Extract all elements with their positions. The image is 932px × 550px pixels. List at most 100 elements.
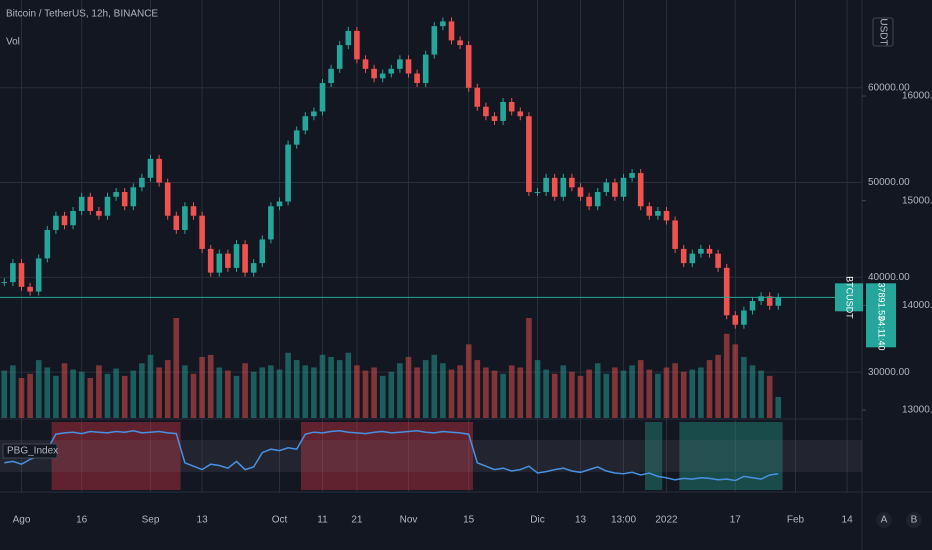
volume-bar	[293, 360, 300, 418]
candle	[526, 116, 532, 193]
candle	[646, 206, 653, 216]
candle	[130, 187, 137, 207]
candle	[216, 253, 223, 273]
candle	[534, 192, 541, 194]
candle	[749, 301, 756, 311]
candle	[268, 206, 274, 240]
corner-button-bg	[876, 512, 892, 528]
candle	[96, 210, 102, 216]
candle	[440, 21, 446, 27]
volume-bar	[457, 365, 463, 418]
x-tick-label: 17	[730, 515, 742, 526]
candle	[336, 45, 343, 69]
volume-bar	[190, 373, 197, 418]
volume-bar	[207, 354, 214, 418]
volume-label: Vol	[6, 37, 20, 48]
y2-tick-label: 13000.00	[902, 405, 932, 416]
chart-title: Bitcoin / TetherUS, 12h, BINANCE	[6, 9, 158, 20]
volume-bar	[414, 367, 420, 418]
volume-bar	[78, 371, 85, 418]
volume-bar	[18, 378, 25, 418]
indicator-label[interactable]: PBG_Index	[7, 446, 58, 457]
candle	[560, 177, 567, 197]
volume-bar	[199, 356, 205, 418]
volume-bar	[70, 369, 76, 418]
volume-bar	[276, 369, 283, 418]
currency-button[interactable]: USDT	[877, 18, 888, 45]
x-tick-label: Feb	[787, 515, 805, 526]
candle	[612, 182, 618, 197]
volume-bar	[96, 365, 102, 418]
volume-bar	[216, 367, 223, 418]
volume-bar	[749, 365, 756, 418]
candle	[491, 116, 498, 121]
volume-bar	[362, 370, 369, 418]
x-tick-label: Ago	[13, 515, 31, 526]
volume-bar	[508, 365, 515, 418]
candle	[121, 192, 128, 207]
x-tick-label: 2022	[655, 515, 678, 526]
candle	[199, 215, 205, 249]
candle	[732, 315, 739, 325]
candle	[182, 206, 188, 230]
corner-button-bg	[906, 512, 922, 528]
y-tick-label: 30000.00	[868, 367, 910, 378]
volume-bar	[672, 363, 678, 418]
price-tag	[866, 283, 896, 348]
currency-button-box	[872, 17, 894, 47]
candle	[517, 111, 524, 117]
volume-bar	[61, 363, 68, 418]
candle	[35, 258, 42, 292]
candle	[603, 182, 610, 193]
volume-bar	[113, 368, 119, 418]
volume-bar	[543, 369, 549, 418]
volume-bar	[388, 371, 395, 418]
candle	[689, 253, 696, 264]
corner-button[interactable]: B	[911, 515, 918, 526]
candle	[61, 215, 68, 226]
candle	[362, 59, 369, 69]
candle	[741, 310, 747, 325]
volume-bar	[35, 360, 42, 418]
candle	[78, 196, 85, 211]
corner-button[interactable]: A	[881, 515, 888, 526]
price-tag-label: 37891.53	[877, 283, 887, 321]
volume-bar	[586, 369, 592, 418]
volume-bar	[302, 365, 309, 418]
candle	[302, 116, 309, 131]
volume-bar	[130, 370, 137, 418]
indicator-zone	[301, 422, 387, 490]
volume-bar	[182, 365, 188, 418]
candle	[156, 158, 162, 183]
candle	[715, 253, 721, 268]
volume-bar	[491, 370, 498, 418]
candle	[483, 106, 489, 117]
indicator-line	[4, 430, 779, 482]
volume-bar	[569, 371, 575, 418]
candle	[354, 30, 360, 60]
x-tick-label: Dic	[530, 515, 544, 526]
candle	[345, 30, 352, 46]
candle	[594, 192, 601, 207]
candle	[70, 210, 76, 226]
volume-bar	[259, 367, 266, 418]
volume-bar	[680, 371, 687, 418]
candle	[508, 101, 515, 112]
indicator-zone	[51, 422, 181, 490]
candle	[551, 177, 558, 197]
candle	[758, 296, 764, 302]
volume-bar	[27, 373, 33, 418]
indicator-label-box	[2, 443, 58, 459]
volume-bar	[500, 373, 506, 418]
candle	[672, 220, 678, 249]
candle	[328, 68, 334, 84]
candle	[620, 177, 627, 197]
y-tick-label: 60000.00	[868, 82, 910, 93]
x-tick-label: 11	[317, 515, 328, 526]
y-tick-label: 50000.00	[868, 177, 910, 188]
candle	[233, 244, 240, 268]
volume-bar	[354, 365, 360, 418]
x-tick-label: 16	[76, 515, 88, 526]
symbol-tag	[835, 283, 863, 312]
